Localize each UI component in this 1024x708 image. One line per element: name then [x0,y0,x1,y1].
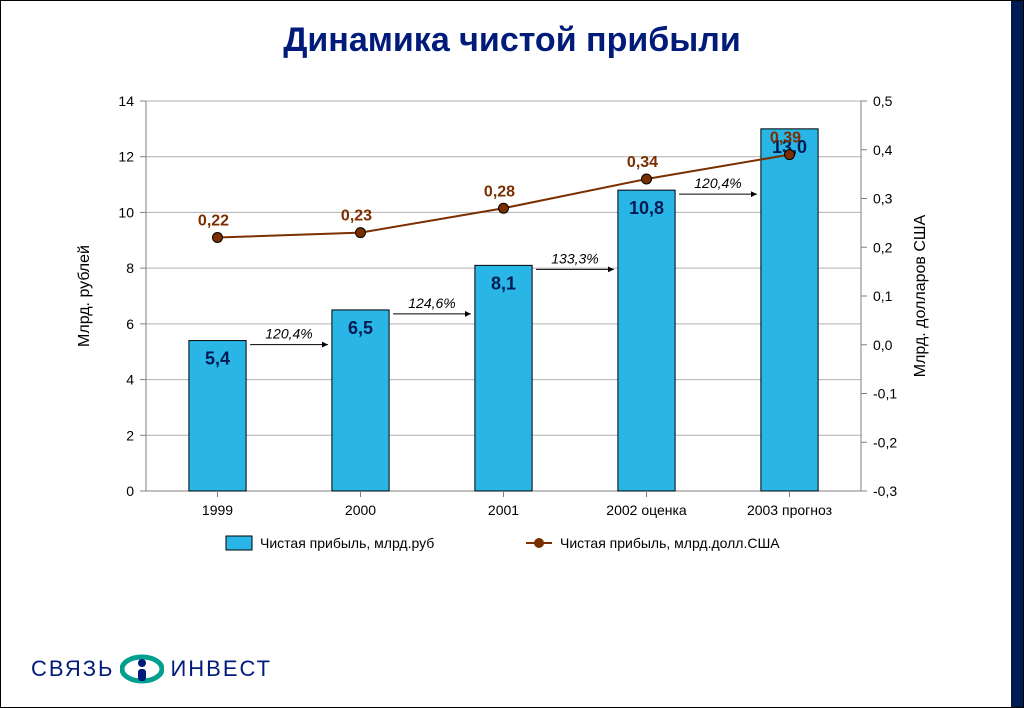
svg-text:4: 4 [126,372,134,388]
svg-text:120,4%: 120,4% [265,326,312,342]
legend-bar-label: Чистая прибыль, млрд.руб [260,535,434,551]
line-marker [356,228,366,238]
svg-text:0,34: 0,34 [627,154,658,171]
svg-text:2000: 2000 [345,502,376,518]
svg-text:0: 0 [126,483,134,499]
chart: 0 2 4 6 8 10 12 14 -0,3 -0,2 -0,1 0,0 0,1 0,2 0,3 0,4 0,… [61,91,941,591]
svg-text:-0,2: -0,2 [873,434,897,450]
svg-text:-0,1: -0,1 [873,386,897,402]
page-title: Динамика чистой прибыли [1,21,1023,60]
logo-icon [120,651,164,687]
line-marker [213,233,223,243]
svg-text:Млрд. рублей: Млрд. рублей [76,245,93,347]
svg-text:0,0: 0,0 [873,337,893,353]
svg-text:1999: 1999 [202,502,233,518]
side-stripe [1011,1,1023,707]
line-marker [642,174,652,184]
svg-text:10,8: 10,8 [629,198,664,218]
svg-text:0,5: 0,5 [873,93,893,109]
svg-text:10: 10 [118,204,134,220]
bar [761,129,818,491]
legend-line-label: Чистая прибыль, млрд.долл.США [560,535,780,551]
svg-text:120,4%: 120,4% [694,175,741,191]
svg-text:2001: 2001 [488,502,519,518]
chart-svg: 0 2 4 6 8 10 12 14 -0,3 -0,2 -0,1 0,0 0,1 0,2 0,3 0,4 0,… [61,91,941,591]
svg-text:124,6%: 124,6% [408,295,455,311]
logo-left-word: СВЯЗЬ [31,656,114,682]
logo-right-word: ИНВЕСТ [170,656,272,682]
svg-text:0,1: 0,1 [873,288,893,304]
svg-text:-0,3: -0,3 [873,483,897,499]
svg-text:0,4: 0,4 [873,142,893,158]
line-marker [499,203,509,213]
line-marker [785,150,795,160]
svg-text:0,3: 0,3 [873,191,893,207]
svg-text:5,4: 5,4 [205,349,230,369]
brand-logo: СВЯЗЬ ИНВЕСТ [31,651,272,687]
svg-text:0,2: 0,2 [873,239,893,255]
svg-text:0,22: 0,22 [198,213,229,230]
svg-text:2003 прогноз: 2003 прогноз [747,502,832,518]
svg-text:Млрд. долларов США: Млрд. долларов США [912,214,929,377]
svg-text:14: 14 [118,93,134,109]
svg-text:6,5: 6,5 [348,318,373,338]
svg-text:8: 8 [126,260,134,276]
bar [618,190,675,491]
svg-text:6: 6 [126,316,134,332]
svg-text:0,23: 0,23 [341,208,372,225]
bar [475,265,532,491]
svg-text:133,3%: 133,3% [551,250,598,266]
slide: Динамика чистой прибыли 0 2 4 6 8 10 12 14 -0,3 -… [0,0,1024,708]
svg-text:2: 2 [126,427,134,443]
svg-text:0,39: 0,39 [770,130,801,147]
svg-text:0,28: 0,28 [484,183,515,200]
svg-text:12: 12 [118,149,134,165]
svg-text:8,1: 8,1 [491,273,516,293]
svg-text:2002 оценка: 2002 оценка [606,502,687,518]
